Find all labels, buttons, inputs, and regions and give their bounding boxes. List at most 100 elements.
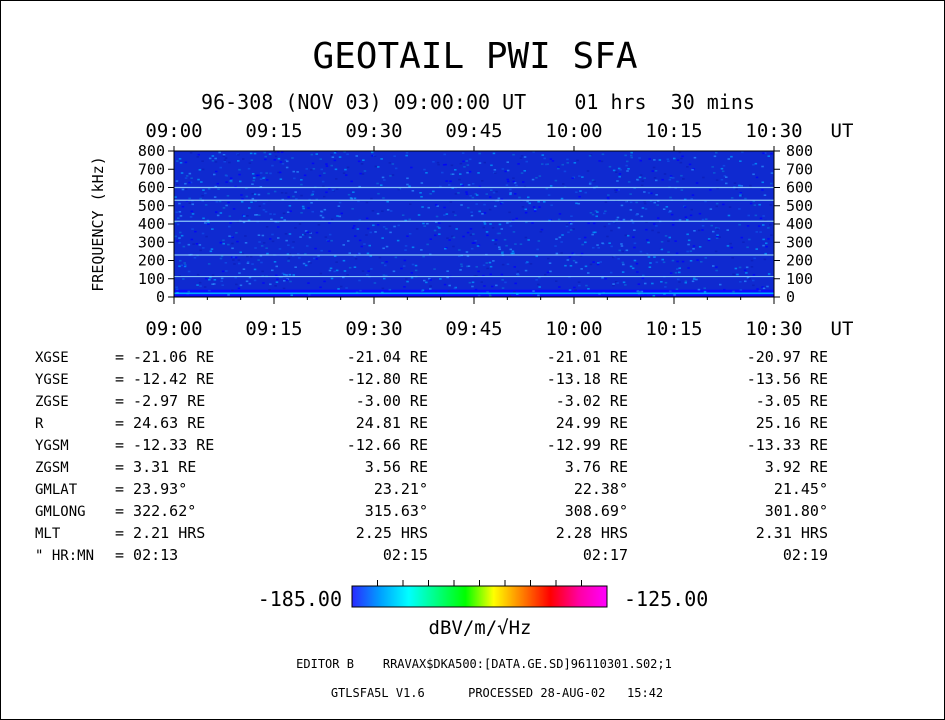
noise-speck — [533, 210, 537, 212]
noise-speck — [439, 278, 442, 280]
noise-speck — [537, 283, 540, 286]
noise-speck — [762, 224, 765, 226]
noise-speck — [643, 200, 646, 203]
noise-speck — [175, 180, 179, 182]
noise-speck — [498, 246, 501, 248]
noise-speck — [545, 187, 549, 190]
noise-speck — [538, 206, 541, 208]
noise-speck — [625, 164, 628, 167]
noise-speck — [263, 151, 266, 154]
noise-speck — [279, 178, 283, 180]
noise-speck — [638, 176, 642, 179]
noise-speck — [584, 241, 587, 244]
noise-speck — [325, 165, 329, 167]
noise-speck — [423, 168, 426, 171]
noise-speck — [733, 182, 737, 184]
noise-speck — [669, 290, 672, 292]
noise-speck — [746, 246, 749, 249]
noise-speck — [245, 187, 248, 190]
noise-speck — [720, 178, 724, 181]
ephemeris-value: -13.33 RE — [747, 436, 828, 454]
bottom-time-tick-label: 09:15 — [245, 318, 302, 340]
noise-speck — [214, 157, 217, 160]
noise-speck — [521, 206, 525, 208]
noise-speck — [275, 281, 279, 283]
noise-speck — [260, 245, 264, 247]
noise-speck — [648, 266, 652, 268]
noise-speck — [325, 191, 328, 194]
noise-speck — [200, 181, 203, 183]
noise-speck — [750, 259, 754, 262]
noise-speck — [477, 270, 480, 273]
noise-speck — [633, 242, 637, 245]
noise-speck — [635, 201, 638, 204]
noise-speck — [695, 278, 698, 281]
noise-speck — [649, 262, 652, 264]
noise-speck — [524, 208, 527, 211]
noise-speck — [664, 235, 668, 237]
noise-speck — [311, 162, 315, 165]
noise-speck — [762, 215, 765, 217]
noise-speck — [432, 190, 435, 193]
noise-speck — [426, 243, 429, 246]
noise-speck — [204, 222, 207, 224]
noise-speck — [438, 227, 441, 229]
noise-speck — [619, 168, 622, 171]
noise-speck — [389, 210, 393, 212]
noise-speck — [716, 235, 719, 238]
noise-speck — [670, 213, 674, 216]
noise-speck — [558, 286, 561, 288]
noise-speck — [454, 193, 458, 195]
noise-speck — [508, 221, 512, 223]
colorbar-strip — [351, 585, 608, 608]
noise-speck — [277, 237, 280, 239]
noise-speck — [470, 214, 474, 217]
noise-speck — [672, 219, 675, 222]
noise-speck — [187, 243, 191, 246]
noise-speck — [596, 263, 600, 266]
noise-speck — [691, 194, 695, 196]
noise-speck — [315, 198, 318, 201]
noise-speck — [190, 210, 194, 213]
noise-speck — [698, 246, 702, 248]
noise-speck — [509, 193, 512, 196]
left-freq-tick-label: 600 — [138, 179, 165, 197]
noise-speck — [254, 247, 257, 249]
noise-speck — [675, 288, 679, 290]
noise-speck — [323, 195, 326, 198]
noise-speck — [512, 177, 515, 179]
noise-speck — [445, 180, 448, 182]
noise-speck — [353, 266, 357, 268]
noise-speck — [477, 172, 480, 174]
noise-speck — [712, 265, 715, 267]
noise-speck — [512, 219, 515, 221]
noise-speck — [471, 196, 475, 199]
noise-speck — [517, 274, 520, 276]
noise-speck — [252, 179, 255, 182]
noise-speck — [653, 177, 657, 179]
noise-speck — [179, 215, 183, 217]
noise-speck — [359, 289, 362, 292]
noise-speck — [686, 233, 689, 236]
noise-speck — [743, 269, 747, 272]
noise-speck — [277, 157, 281, 160]
noise-speck — [232, 208, 236, 210]
noise-speck — [720, 167, 724, 170]
noise-speck — [188, 172, 192, 175]
left-freq-tick-label: 400 — [138, 215, 165, 233]
noise-speck — [532, 206, 536, 208]
noise-speck — [253, 152, 257, 155]
right-freq-tick-label: 700 — [786, 160, 813, 178]
noise-speck — [627, 181, 631, 183]
noise-speck — [184, 188, 188, 190]
noise-speck — [483, 212, 487, 214]
noise-speck — [178, 265, 181, 268]
noise-speck — [454, 169, 457, 171]
noise-speck — [650, 192, 653, 195]
noise-speck — [367, 270, 370, 272]
noise-speck — [389, 175, 392, 177]
noise-speck — [202, 217, 205, 220]
noise-speck — [652, 294, 656, 297]
noise-speck — [238, 173, 241, 176]
